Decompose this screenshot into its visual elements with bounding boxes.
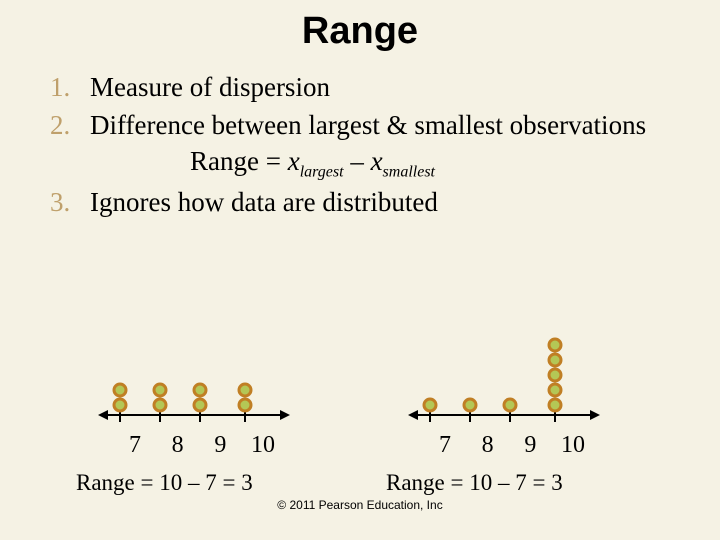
diagram-left: 7 8 9 10 [90,330,370,459]
axis-tick-7: 7 [430,432,460,459]
axis-tick-8: 8 [163,432,193,459]
formula-var2: x [371,146,383,176]
formula-var1: x [288,146,300,176]
axis-tick-9: 9 [205,432,235,459]
axis-tick-7: 7 [120,432,150,459]
axis-labels-right: 7 8 9 10 [430,432,588,459]
dotplot-right [400,330,610,430]
formula-sub2: smallest [383,163,435,180]
list-item-3: Ignores how data are distributed [50,186,670,220]
formula-sub1: largest [300,163,344,180]
list-item-2: Difference between largest & smallest ob… [50,109,670,182]
definition-list: Measure of dispersion Difference between… [50,71,670,220]
axis-tick-10: 10 [558,432,588,459]
range-caption-left: Range = 10 – 7 = 3 [76,470,253,496]
range-caption-right: Range = 10 – 7 = 3 [386,470,563,496]
range-formula: Range = xlargest – xsmallest [190,145,670,182]
formula-lead: Range = [190,146,288,176]
axis-labels-left: 7 8 9 10 [120,432,278,459]
axis-tick-10: 10 [248,432,278,459]
axis-tick-8: 8 [473,432,503,459]
formula-minus: – [344,146,371,176]
page-title: Range [0,0,720,53]
list-item-2-text: Difference between largest & smallest ob… [90,110,646,140]
list-item-1: Measure of dispersion [50,71,670,105]
dotplot-left [90,330,300,430]
axis-tick-9: 9 [515,432,545,459]
copyright: © 2011 Pearson Education, Inc [0,498,720,512]
diagram-right: 7 8 9 10 [400,330,680,459]
